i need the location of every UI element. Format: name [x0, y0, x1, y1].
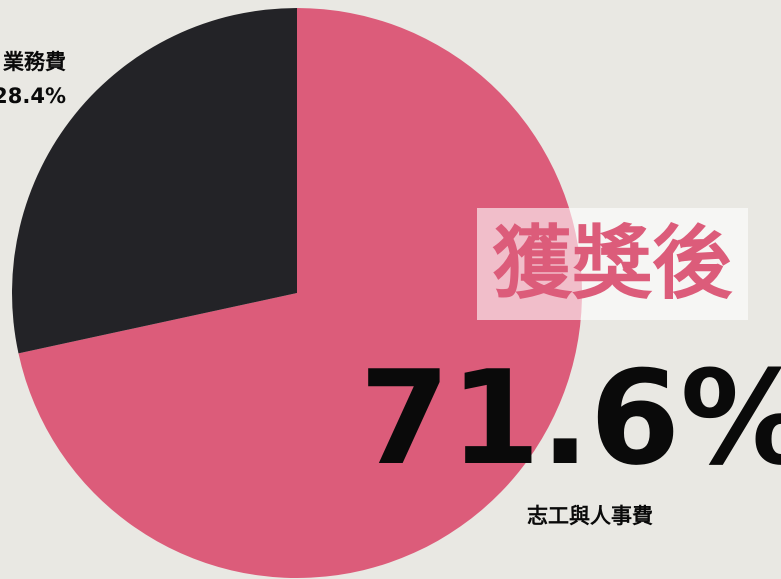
- pie-slice: [11, 8, 297, 354]
- value-label: 28.4%: [0, 84, 66, 108]
- pie-slice: [18, 8, 583, 578]
- category-label: 業務費: [3, 50, 66, 74]
- title-box: [477, 208, 748, 320]
- pie: [11, 8, 583, 578]
- value-label: 71.6%: [359, 342, 781, 494]
- category-label: 志工與人事費: [527, 504, 653, 528]
- chart-title: 獲獎後: [492, 217, 733, 310]
